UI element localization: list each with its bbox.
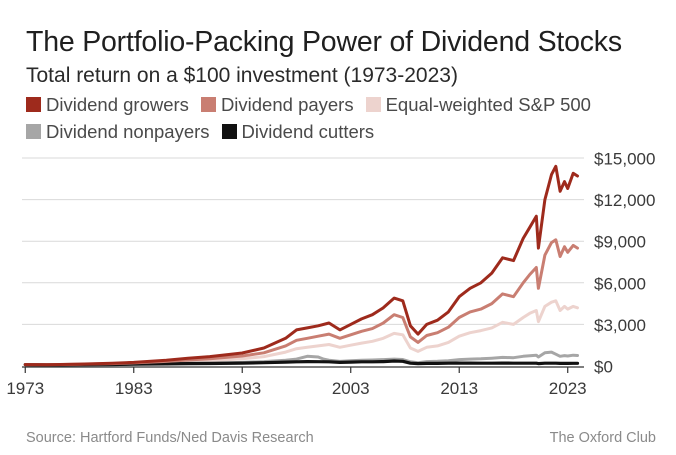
legend-swatch-dividend-growers <box>26 97 41 112</box>
publisher-credit: The Oxford Club <box>549 430 656 446</box>
y-tick-label-6000: $6,000 <box>594 274 646 293</box>
legend-item-dividend-cutters: Dividend cutters <box>221 120 375 143</box>
legend-swatch-dividend-nonpayers <box>26 124 41 139</box>
y-tick-label-0: $0 <box>594 358 613 377</box>
legend-label-dividend-growers: Dividend growers <box>46 93 189 115</box>
chart-legend: Dividend growers Dividend payers Equal-w… <box>26 91 666 145</box>
x-tick-label-2003: 2003 <box>332 379 370 398</box>
series-line-equal-weighted-s-p-500 <box>23 299 579 367</box>
chart-title: The Portfolio-Packing Power of Dividend … <box>26 26 622 58</box>
legend-swatch-dividend-cutters <box>221 124 237 139</box>
legend-swatch-equal-weighted-sp500 <box>365 97 381 112</box>
series-line-dividend-growers <box>23 164 579 367</box>
x-tick-label-2023: 2023 <box>549 379 587 398</box>
legend-label-equal-weighted-sp500: Equal-weighted S&P 500 <box>385 93 591 115</box>
x-tick-label-1983: 1983 <box>115 379 153 398</box>
legend-item-equal-weighted-sp500: Equal-weighted S&P 500 <box>365 93 591 116</box>
series-line-dividend-cutters <box>23 359 580 367</box>
chart-subtitle: Total return on a $100 investment (1973-… <box>26 64 458 87</box>
y-tick-label-9000: $9,000 <box>594 233 646 252</box>
y-tick-label-15000: $15,000 <box>594 150 655 169</box>
legend-item-dividend-growers: Dividend growers <box>26 94 189 116</box>
axes: $0 $3,000 $6,000 $9,000 $12,000 $15,000 1973 19… <box>6 150 655 399</box>
source-note: Source: Hartford Funds/Ned Davis Researc… <box>26 430 314 446</box>
legend-label-dividend-cutters: Dividend cutters <box>241 120 375 142</box>
legend-row-2: Dividend nonpayers Dividend cutters <box>26 118 666 145</box>
y-tick-label-12000: $12,000 <box>594 191 655 210</box>
series-line-dividend-payers <box>23 238 579 367</box>
legend-label-dividend-nonpayers: Dividend nonpayers <box>46 120 210 142</box>
legend-label-dividend-payers: Dividend payers <box>220 93 354 115</box>
legend-item-dividend-nonpayers: Dividend nonpayers <box>26 121 210 143</box>
legend-row-1: Dividend growers Dividend payers Equal-w… <box>26 91 666 118</box>
x-tick-label-1993: 1993 <box>223 379 261 398</box>
series-lines <box>23 164 580 367</box>
legend-swatch-dividend-payers <box>200 97 216 112</box>
x-tick-label-1973: 1973 <box>6 379 44 398</box>
y-tick-label-3000: $3,000 <box>594 316 646 335</box>
legend-item-dividend-payers: Dividend payers <box>200 93 354 116</box>
x-tick-label-2013: 2013 <box>440 379 478 398</box>
grid-lines <box>22 157 584 325</box>
